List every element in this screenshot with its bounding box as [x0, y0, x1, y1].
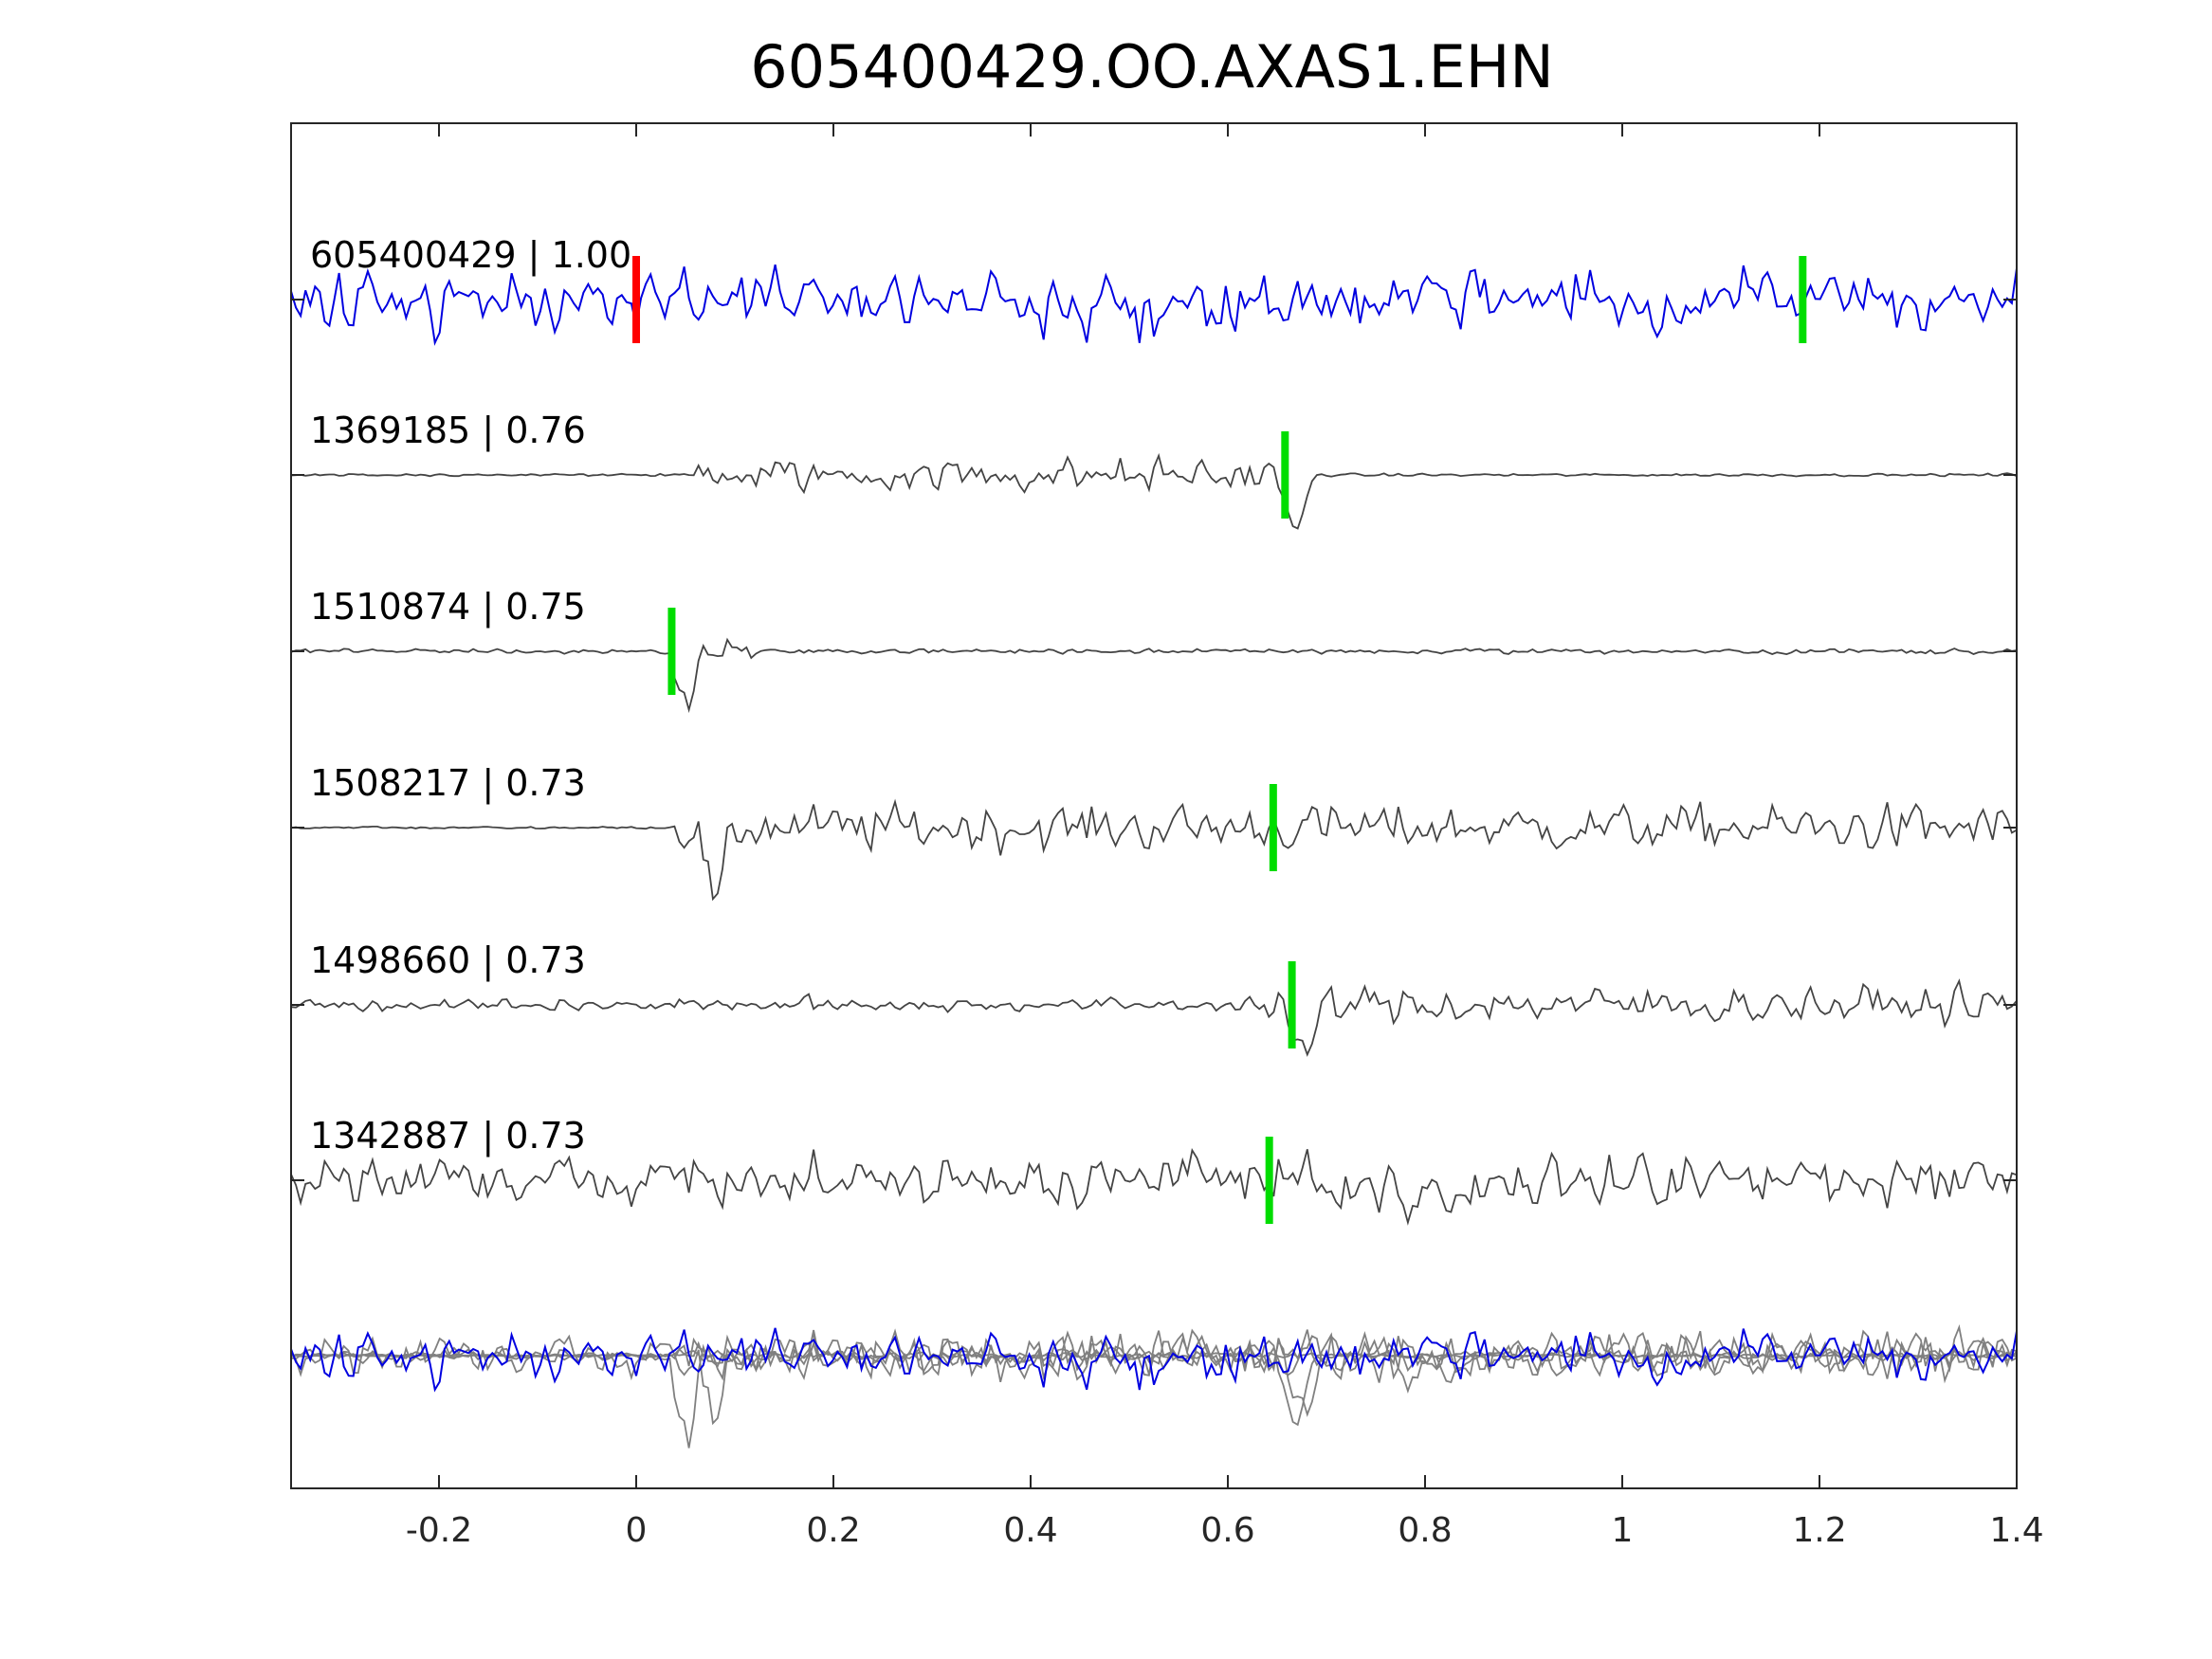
x-tick-label: 0 [626, 1511, 648, 1550]
x-tick-label: 1.4 [1989, 1511, 2043, 1550]
trace-label: 1498660 | 0.73 [310, 939, 586, 982]
plot-area [290, 256, 2018, 1449]
x-tick-label: 0.4 [1003, 1511, 1057, 1550]
trace-labels: 605400429 | 1.00 1369185 | 0.76 1510874 | … [310, 234, 631, 1158]
x-tick-label: 1.2 [1792, 1511, 1846, 1550]
trace-line-1498660 [290, 978, 2018, 1057]
trace-line-1508217 [290, 798, 2018, 902]
x-tick-label: 0.2 [806, 1511, 860, 1550]
trace-line-1369185 [290, 452, 2018, 530]
overlay-trace-1369185 [290, 1330, 2018, 1427]
overlay-trace-1498660 [290, 1323, 2018, 1417]
axes-box [290, 122, 2018, 1489]
chart-title: 605400429.OO.AXAS1.EHN [750, 32, 1554, 101]
overlay-trace-1510874 [290, 1334, 2018, 1449]
trace-label: 1510874 | 0.75 [310, 586, 586, 629]
x-tick-label: -0.2 [406, 1511, 472, 1550]
trace-line-1510874 [290, 637, 2018, 714]
x-axis: -0.2 0 0.2 0.4 0.6 0.8 1 1.2 1.4 [406, 123, 2044, 1550]
trace-label: 1369185 | 0.76 [310, 410, 586, 452]
trace-label: 605400429 | 1.00 [310, 234, 631, 277]
trace-line-1342887 [290, 1147, 2018, 1226]
overlay-trace-605400429 [290, 1327, 2018, 1393]
overlay-trace-1508217 [290, 1328, 2018, 1426]
x-tick-label: 1 [1612, 1511, 1634, 1550]
trace-label: 1508217 | 0.73 [310, 762, 586, 805]
x-tick-label: 0.6 [1200, 1511, 1254, 1550]
trace-label: 1342887 | 0.73 [310, 1115, 586, 1158]
trace-line-605400429 [290, 264, 2018, 346]
x-tick-label: 0.8 [1398, 1511, 1452, 1550]
